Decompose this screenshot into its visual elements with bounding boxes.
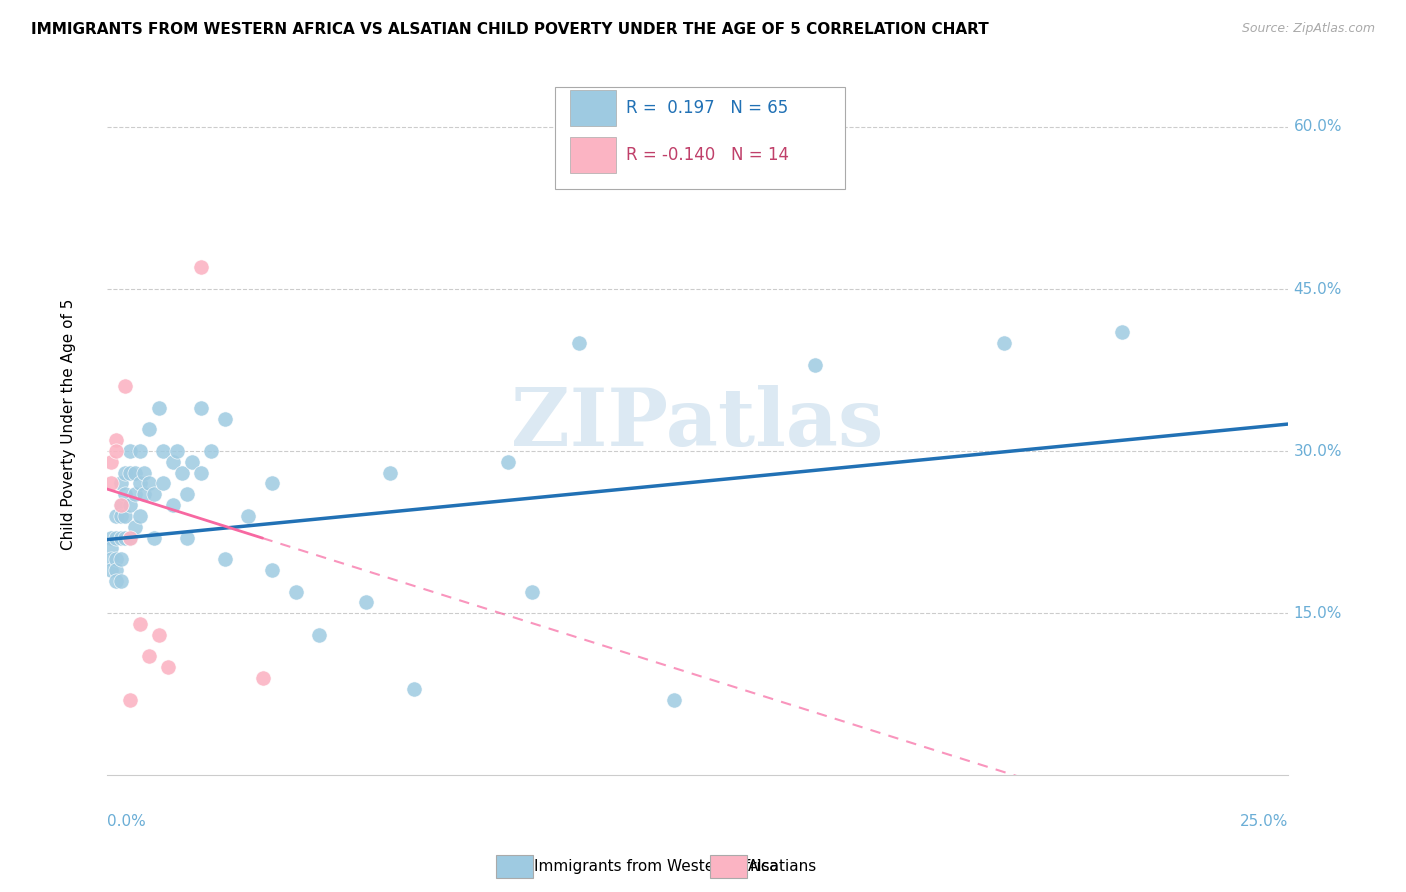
Point [214,552,236,566]
Text: 45.0%: 45.0% [1294,282,1343,296]
Point [114,487,136,501]
Point [200,444,222,458]
Point [128,444,150,458]
Point [520,584,543,599]
Point [190,260,212,275]
Point [176,531,198,545]
Point [120,498,142,512]
Point [105,434,128,448]
Text: R =  0.197   N = 65: R = 0.197 N = 65 [626,99,789,117]
Point [180,455,202,469]
Point [190,466,212,480]
Point [120,531,142,545]
Point [214,411,236,425]
Point [993,336,1015,351]
Point [105,563,128,577]
Point [110,531,132,545]
Point [148,628,170,642]
Text: R = -0.140   N = 14: R = -0.140 N = 14 [626,146,789,164]
Point [114,531,136,545]
Point [100,541,122,556]
Point [110,508,132,523]
Point [120,444,142,458]
Text: Alsatians: Alsatians [748,859,817,873]
Point [110,552,132,566]
Text: ZIPatlas: ZIPatlas [512,385,883,463]
Point [252,671,274,685]
Point [134,487,156,501]
Point [128,476,150,491]
Point [260,563,283,577]
Text: Child Poverty Under the Age of 5: Child Poverty Under the Age of 5 [62,299,76,549]
Text: 25.0%: 25.0% [1240,814,1288,829]
Point [356,595,378,609]
Point [100,531,122,545]
Point [124,466,146,480]
Point [138,649,160,664]
Point [378,466,401,480]
Point [105,508,128,523]
Point [156,660,179,674]
Point [172,466,194,480]
Point [105,531,128,545]
Point [100,563,122,577]
Point [176,487,198,501]
Point [105,552,128,566]
Point [110,574,132,588]
Point [110,498,132,512]
Point [114,508,136,523]
Point [238,508,260,523]
Point [128,616,150,631]
Point [148,401,170,415]
Point [142,531,165,545]
Text: 30.0%: 30.0% [1294,443,1343,458]
Point [162,498,184,512]
Point [308,628,330,642]
FancyBboxPatch shape [569,136,616,173]
Text: 0.0%: 0.0% [107,814,145,829]
Point [1111,325,1133,339]
Point [134,466,156,480]
Text: Source: ZipAtlas.com: Source: ZipAtlas.com [1241,22,1375,36]
Text: 60.0%: 60.0% [1294,120,1343,135]
Point [114,379,136,393]
Point [120,692,142,706]
Point [124,487,146,501]
Point [138,422,160,436]
Point [105,574,128,588]
Point [105,444,128,458]
Point [162,455,184,469]
Point [100,455,122,469]
Text: Immigrants from Western Africa: Immigrants from Western Africa [534,859,779,873]
Point [568,336,591,351]
Text: 15.0%: 15.0% [1294,606,1343,621]
Point [120,531,142,545]
Point [804,358,827,372]
Point [152,444,174,458]
Point [110,498,132,512]
FancyBboxPatch shape [569,90,616,127]
Point [190,401,212,415]
Point [284,584,307,599]
Point [114,466,136,480]
Point [152,476,174,491]
Text: IMMIGRANTS FROM WESTERN AFRICA VS ALSATIAN CHILD POVERTY UNDER THE AGE OF 5 CORR: IMMIGRANTS FROM WESTERN AFRICA VS ALSATI… [31,22,988,37]
Point [496,455,519,469]
Point [120,466,142,480]
FancyBboxPatch shape [555,87,845,189]
Point [260,476,283,491]
Point [166,444,188,458]
Point [142,487,165,501]
Point [128,508,150,523]
Point [124,519,146,533]
Point [138,476,160,491]
Point [402,681,425,696]
Point [662,692,685,706]
Point [100,476,122,491]
Point [110,476,132,491]
Point [100,552,122,566]
